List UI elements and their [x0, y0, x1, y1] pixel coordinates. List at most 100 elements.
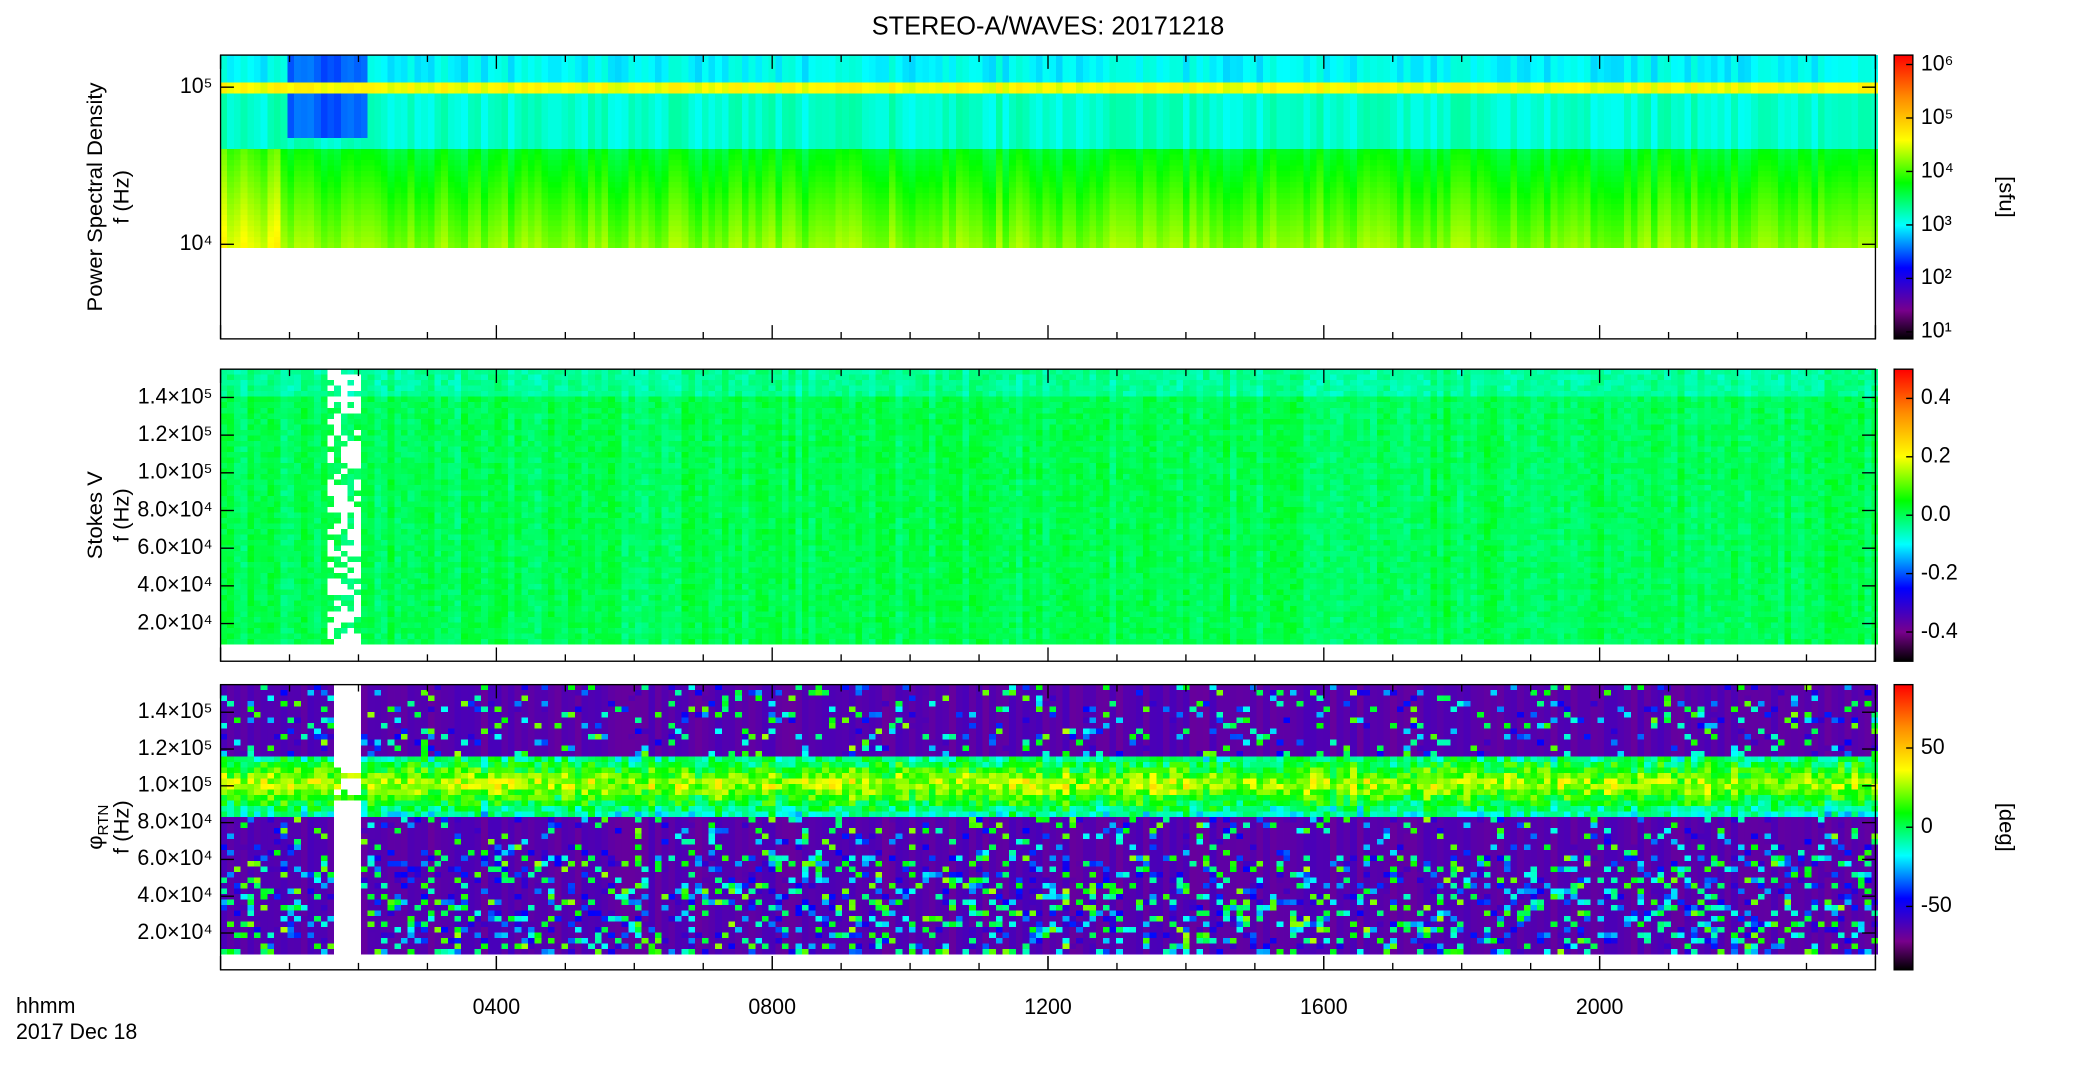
- spectrogram-cell: [875, 93, 883, 100]
- spectrogram-cell: [1149, 176, 1157, 182]
- spectrogram-cell: [875, 115, 883, 122]
- spectrogram-cell: [681, 99, 689, 105]
- spectrogram-cell: [367, 231, 375, 237]
- spectrogram-cell: [668, 170, 676, 177]
- spectrogram-cell: [1029, 99, 1036, 105]
- spectrogram-cell: [822, 198, 829, 204]
- spectrogram-cell: [247, 121, 254, 127]
- spectrogram-cell: [1116, 198, 1123, 204]
- spectrogram-cell: [929, 231, 936, 237]
- spectrogram-cell: [768, 170, 776, 177]
- spectrogram-cell: [340, 66, 348, 72]
- spectrogram-cell: [989, 176, 996, 182]
- spectrogram-cell: [561, 159, 569, 166]
- spectrogram-cell: [802, 236, 809, 243]
- spectrogram-cell: [320, 66, 328, 72]
- spectrogram-cell: [775, 60, 782, 67]
- spectrogram-cell: [514, 121, 522, 127]
- spectrogram-cell: [935, 220, 943, 226]
- spectrogram-cell: [514, 137, 522, 144]
- spectrogram-cell: [528, 60, 535, 67]
- spectrogram-cell: [868, 93, 876, 100]
- spectrogram-cell: [487, 187, 495, 193]
- spectrogram-cell: [1142, 236, 1150, 243]
- spectrogram-cell: [1002, 154, 1010, 160]
- spectrogram-cell: [407, 176, 415, 182]
- spectrogram-cell: [514, 55, 522, 61]
- spectrogram-cell: [741, 60, 749, 67]
- spectrogram-cell: [581, 110, 589, 116]
- spectrogram-cell: [1056, 121, 1063, 127]
- spectrogram-cell: [227, 220, 234, 226]
- spectrogram-cell: [1082, 77, 1090, 83]
- spectrogram-cell: [922, 214, 930, 221]
- spectrogram-cell: [781, 181, 789, 188]
- spectrogram-cell: [614, 242, 622, 248]
- spectrogram-cell: [347, 60, 355, 67]
- spectrogram-cell: [501, 198, 508, 204]
- spectrogram-cell: [307, 132, 315, 138]
- spectrogram-cell: [1102, 99, 1110, 105]
- spectrogram-cell: [848, 77, 856, 83]
- spectrogram-cell: [955, 203, 963, 210]
- spectrogram-cell: [568, 187, 575, 193]
- spectrogram-cell: [307, 82, 315, 89]
- spectrogram-cell: [1136, 143, 1143, 149]
- spectrogram-cell: [394, 137, 402, 144]
- spectrogram-cell: [534, 165, 542, 171]
- spectrogram-cell: [855, 231, 863, 237]
- spectrogram-cell: [280, 209, 288, 215]
- spectrogram-cell: [1082, 176, 1090, 182]
- spectrogram-cell: [942, 165, 950, 171]
- spectrogram-cell: [320, 220, 328, 226]
- spectrogram-cell: [935, 192, 943, 199]
- spectrogram-cell: [1076, 165, 1083, 171]
- spectrogram-cell: [320, 214, 328, 221]
- spectrogram-cell: [294, 77, 301, 83]
- spectrogram-cell: [995, 154, 1003, 160]
- spectrogram-cell: [394, 55, 402, 61]
- spectrogram-cell: [882, 60, 889, 67]
- spectrogram-cell: [220, 82, 228, 89]
- spectrogram-cell: [1069, 176, 1077, 182]
- spectrogram-cell: [474, 104, 482, 111]
- spectrogram-cell: [1062, 71, 1070, 78]
- spectrogram-cell: [294, 55, 301, 61]
- spectrogram-cell: [233, 154, 241, 160]
- spectrogram-cell: [848, 110, 856, 116]
- spectrogram-cell: [347, 115, 355, 122]
- spectrogram-cell: [574, 77, 582, 83]
- spectrogram-cell: [975, 187, 983, 193]
- spectrogram-cell: [541, 187, 549, 193]
- spectrogram-cell: [908, 132, 916, 138]
- spectrogram-cell: [908, 225, 916, 232]
- spectrogram-cell: [969, 165, 976, 171]
- spectrogram-cell: [427, 170, 435, 177]
- spectrogram-cell: [1109, 93, 1117, 100]
- spectrogram-cell: [781, 220, 789, 226]
- spectrogram-cell: [534, 77, 542, 83]
- spectrogram-cell: [675, 121, 682, 127]
- spectrogram-cell: [514, 203, 522, 210]
- spectrogram-cell: [721, 242, 729, 248]
- spectrogram-cell: [895, 198, 903, 204]
- spectrogram-cell: [1042, 203, 1050, 210]
- spectrogram-cell: [781, 225, 789, 232]
- spectrogram-cell: [962, 121, 970, 127]
- spectrogram-cell: [628, 132, 635, 138]
- spectrogram-cell: [721, 121, 729, 127]
- spectrogram-cell: [1102, 77, 1110, 83]
- spectrogram-cell: [294, 209, 301, 215]
- spectrogram-cell: [1002, 181, 1010, 188]
- spectrogram-cell: [882, 104, 889, 111]
- spectrogram-cell: [461, 88, 468, 94]
- spectrogram-cell: [634, 148, 642, 155]
- spectrogram-cell: [614, 93, 622, 100]
- spectrogram-cell: [280, 132, 288, 138]
- spectrogram-cell: [314, 143, 321, 149]
- spectrogram-cell: [421, 203, 428, 210]
- spectrogram-cell: [260, 132, 268, 138]
- spectrogram-cell: [461, 165, 468, 171]
- spectrogram-cell: [441, 231, 448, 237]
- spectrogram-cell: [1096, 225, 1103, 232]
